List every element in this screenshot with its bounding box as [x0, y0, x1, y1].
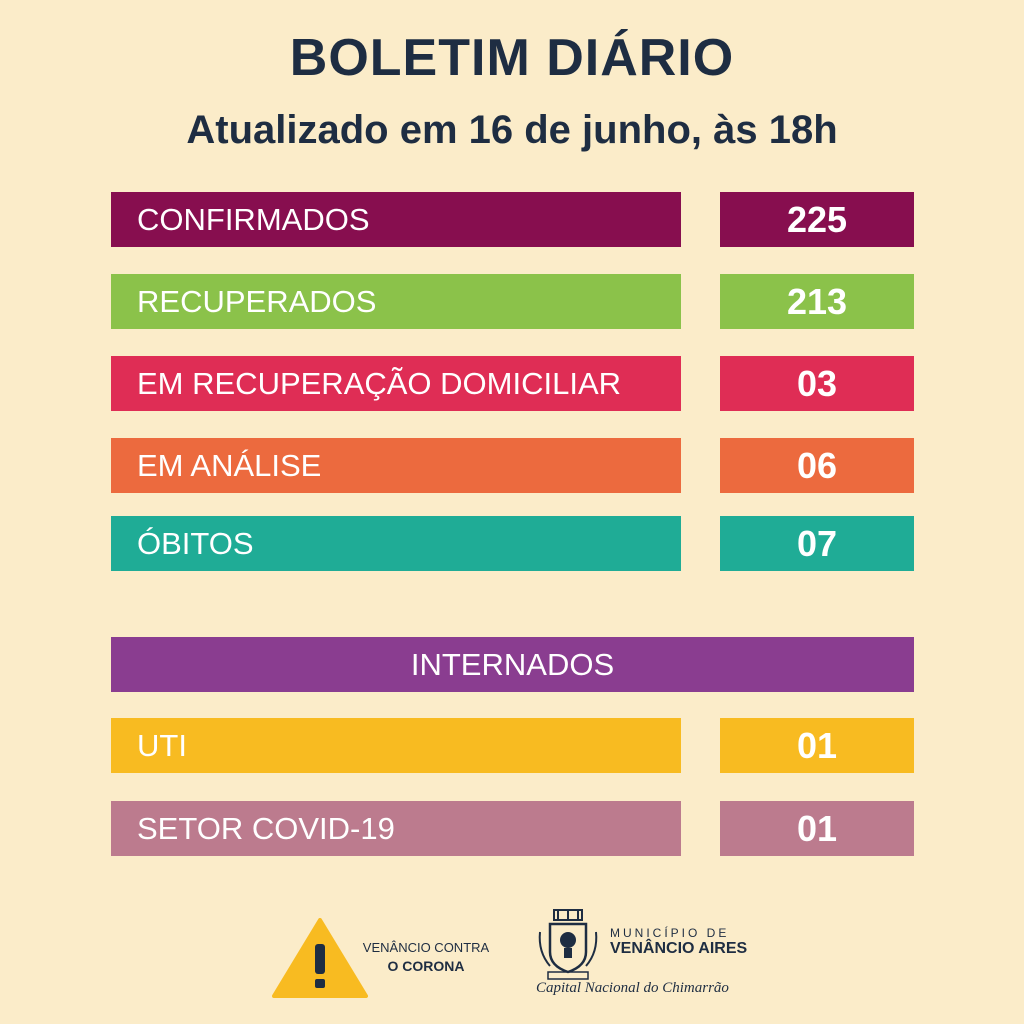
- stat-row-recuperacao-domiciliar: EM RECUPERAÇÃO DOMICILIAR 03: [0, 356, 1024, 411]
- stat-row-recuperados: RECUPERADOS 213: [0, 274, 1024, 329]
- campaign-line1: VENÂNCIO CONTRA: [362, 940, 490, 955]
- stat-row-em-analise: EM ANÁLISE 06: [0, 438, 1024, 493]
- stat-value: 01: [720, 718, 914, 773]
- stat-row-obitos: ÓBITOS 07: [0, 516, 1024, 571]
- stat-value: 01: [720, 801, 914, 856]
- municipality-label: MUNICÍPIO DE: [610, 926, 730, 940]
- stat-label: SETOR COVID-19: [111, 801, 681, 856]
- stat-label: EM RECUPERAÇÃO DOMICILIAR: [111, 356, 681, 411]
- campaign-logo-text: VENÂNCIO CONTRA O CORONA: [356, 938, 496, 976]
- internados-header: INTERNADOS: [111, 637, 914, 692]
- municipality-name: VENÂNCIO AIRES: [610, 940, 748, 957]
- municipal-crest-icon: [538, 909, 598, 980]
- footer: VENÂNCIO CONTRA O CORONA MUNICÍPIO DE VE…: [0, 900, 1024, 1010]
- stat-value: 07: [720, 516, 914, 571]
- stat-label: RECUPERADOS: [111, 274, 681, 329]
- stat-row-uti: UTI 01: [0, 718, 1024, 773]
- stat-row-setor-covid: SETOR COVID-19 01: [0, 801, 1024, 856]
- municipality-slogan: Capital Nacional do Chimarrão: [536, 980, 729, 996]
- warning-triangle-icon: [272, 918, 368, 998]
- campaign-line2: O CORONA: [387, 958, 465, 974]
- stat-value: 03: [720, 356, 914, 411]
- stat-value: 06: [720, 438, 914, 493]
- stat-label: CONFIRMADOS: [111, 192, 681, 247]
- stat-label: UTI: [111, 718, 681, 773]
- update-subtitle: Atualizado em 16 de junho, às 18h: [186, 108, 838, 152]
- stat-value: 213: [720, 274, 914, 329]
- stat-label: EM ANÁLISE: [111, 438, 681, 493]
- stat-label: ÓBITOS: [111, 516, 681, 571]
- stat-value: 225: [720, 192, 914, 247]
- page-title: BOLETIM DIÁRIO: [289, 29, 735, 87]
- stat-row-confirmados: CONFIRMADOS 225: [0, 192, 1024, 247]
